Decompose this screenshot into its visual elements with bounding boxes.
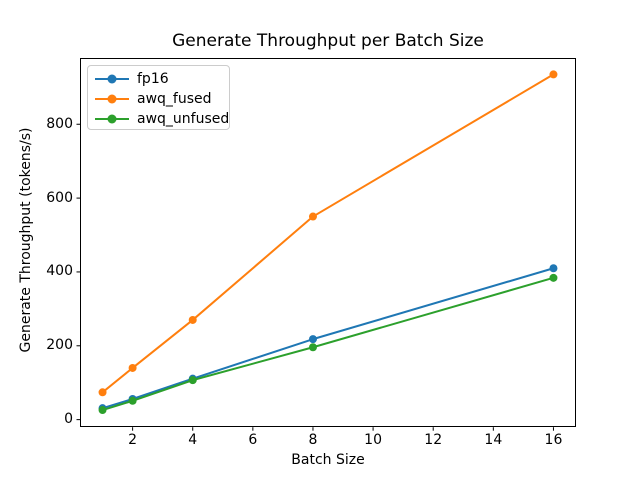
data-point-awq_fused-x16 [549, 70, 558, 79]
legend-line-marker-awq-unfused [95, 114, 129, 124]
data-point-awq_unfused-x2 [128, 396, 137, 405]
y-tick-label: 200 [46, 337, 73, 354]
x-tick-label: 14 [484, 432, 503, 448]
legend-label-awq-unfused: awq_unfused [137, 111, 230, 127]
y-tick-label: 400 [46, 263, 73, 280]
data-point-awq_unfused-x16 [549, 273, 558, 282]
data-point-awq_fused-x8 [308, 212, 317, 221]
x-tick-label: 2 [128, 432, 138, 448]
data-point-awq_unfused-x1 [98, 406, 107, 415]
data-point-fp16-x8 [308, 335, 317, 344]
data-point-awq_fused-x2 [128, 363, 137, 372]
data-point-awq_fused-x1 [98, 388, 107, 397]
y-tick-label: 0 [64, 411, 73, 428]
series-line-awq_unfused [102, 276, 554, 411]
x-tick-label: 10 [364, 432, 382, 448]
legend-line-marker-fp16 [95, 74, 129, 84]
legend-label-fp16: fp16 [137, 71, 169, 87]
x-axis-label: Batch Size [291, 452, 365, 468]
data-point-fp16-x16 [549, 264, 558, 273]
x-tick-label: 6 [248, 432, 258, 448]
data-point-awq_unfused-x8 [308, 343, 317, 352]
data-point-awq_fused-x4 [188, 315, 197, 324]
legend-entry-awq-unfused: awq_unfused [94, 109, 229, 129]
y-tick-label: 800 [46, 115, 73, 132]
legend-entry-fp16: fp16 [94, 69, 229, 89]
x-tick-label: 8 [308, 432, 318, 448]
legend-label-awq-fused: awq_fused [137, 91, 212, 107]
data-point-awq_unfused-x4 [188, 376, 197, 385]
x-tick-label: 4 [188, 432, 198, 448]
x-tick-label: 12 [424, 432, 443, 448]
legend-entry-awq-fused: awq_fused [94, 89, 229, 109]
chart-title: Generate Throughput per Batch Size [172, 31, 484, 51]
legend: fp16 awq_fused awq_unfused [87, 65, 230, 130]
x-tick-label: 16 [544, 432, 563, 448]
y-tick-label: 600 [46, 189, 73, 206]
legend-line-marker-awq-fused [95, 94, 129, 104]
